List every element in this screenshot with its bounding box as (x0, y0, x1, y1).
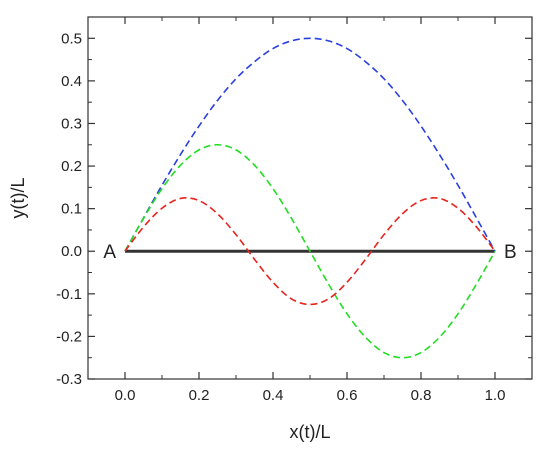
y-tick-label: 0.5 (61, 30, 82, 47)
series-line-mode-3 (124, 197, 496, 306)
y-tick-label: -0.3 (56, 371, 82, 388)
x-tick-label: 1.0 (485, 387, 506, 404)
series-layer (124, 37, 496, 359)
y-tick-label: 0.0 (61, 243, 82, 260)
point-label-b: B (504, 242, 517, 263)
x-axis: 0.0 0.2 0.4 0.6 0.8 1.0 (87, 17, 533, 404)
x-tick-label: 0.0 (115, 387, 136, 404)
y-tick-label: 0.1 (61, 201, 82, 218)
x-tick-label: 0.4 (263, 387, 284, 404)
x-tick-label: 0.8 (411, 387, 432, 404)
x-axis-title: x(t)/L (289, 422, 330, 442)
x-tick-label: 0.2 (189, 387, 210, 404)
series-line-mode-2 (124, 143, 496, 359)
y-axis-title: y(t)/L (8, 177, 28, 218)
x-tick-label: 0.6 (337, 387, 358, 404)
y-tick-label: 0.4 (61, 73, 82, 90)
y-tick-label: -0.2 (56, 328, 82, 345)
y-axis: -0.3 -0.2 -0.1 0.0 0.1 0.2 0.3 0.4 0.5 (56, 16, 532, 388)
series-line-mode-1 (124, 37, 496, 252)
y-tick-label: 0.2 (61, 158, 82, 175)
y-tick-label: -0.1 (56, 286, 82, 303)
point-label-a: A (103, 242, 116, 263)
y-tick-label: 0.3 (61, 115, 82, 132)
